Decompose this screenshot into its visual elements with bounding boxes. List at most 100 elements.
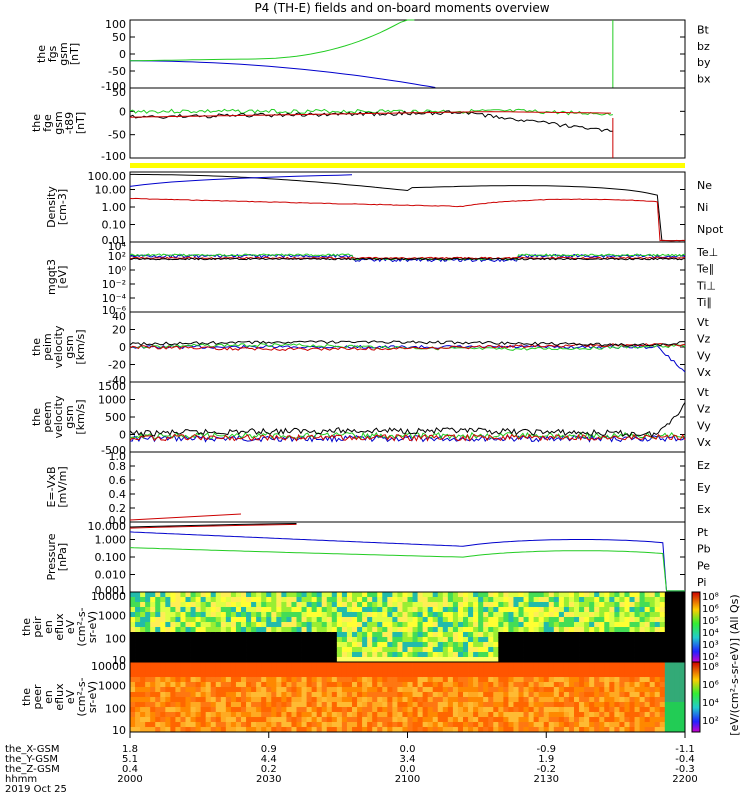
spectro-cell [402, 637, 408, 643]
spectro-cell [190, 597, 196, 603]
spectro-cell [382, 677, 388, 683]
spectro-cell [311, 632, 318, 638]
spectro-cell [659, 612, 666, 618]
spectro-cell [463, 672, 469, 678]
spectro-cell [483, 712, 489, 718]
spectro-cell [679, 667, 686, 673]
spectro-cell [432, 627, 439, 633]
spectro-cell [422, 617, 429, 623]
spectro-cell [246, 712, 252, 718]
spectro-cell [185, 612, 191, 618]
spectro-cell [256, 627, 262, 633]
spectro-cell [518, 672, 524, 678]
spectro-cell [669, 622, 676, 628]
spectro-cell [311, 607, 318, 613]
spectro-cell [397, 622, 403, 628]
spectro-cell [523, 652, 529, 658]
spectro-cell [135, 597, 141, 603]
spectro-cell [266, 712, 272, 718]
spectro-cell [463, 622, 469, 628]
spectro-cell [246, 702, 252, 708]
spectro-cell [230, 727, 237, 733]
spectro-cell [301, 687, 307, 693]
y-axis-label: the [20, 618, 33, 636]
spectro-cell [321, 692, 328, 698]
spectro-cell [629, 692, 635, 698]
spectro-cell [422, 602, 429, 608]
spectro-cell [185, 722, 191, 728]
spectro-cell [584, 667, 590, 673]
spectro-cell [503, 627, 509, 633]
spectro-cell [266, 617, 272, 623]
spectro-cell [563, 597, 570, 603]
x-row-value: 0.0 [400, 764, 416, 775]
spectro-cell [654, 697, 661, 703]
spectro-cell [130, 662, 136, 668]
spectro-cell [579, 597, 585, 603]
spectro-cell [427, 697, 434, 703]
spectro-cell [538, 682, 545, 688]
spectro-cell [427, 667, 434, 673]
spectro-cell [301, 652, 307, 658]
ni-line [130, 173, 685, 242]
spectro-cell [135, 682, 141, 688]
spectro-cell [513, 662, 519, 668]
spectro-cell [225, 657, 232, 663]
spectro-cell [488, 662, 494, 668]
spectro-cell [553, 642, 560, 648]
spectro-cell [488, 592, 494, 598]
spectro-cell [427, 632, 434, 638]
x-row-value: 0.4 [122, 764, 138, 775]
spectro-cell [629, 657, 635, 663]
spectro-cell [291, 692, 297, 698]
spectro-cell [155, 672, 161, 678]
spectro-cell [463, 652, 469, 658]
spectro-cell [241, 612, 247, 618]
spectro-cell [140, 707, 146, 713]
spectro-cell [503, 622, 509, 628]
spectro-cell [649, 652, 656, 658]
spectro-cell [140, 602, 146, 608]
y-tick-label: -50 [108, 129, 126, 142]
spectro-cell [316, 712, 323, 718]
spectro-cell [200, 627, 207, 633]
spectro-cell [205, 672, 212, 678]
spectro-cell [543, 612, 550, 618]
spectro-cell [463, 697, 469, 703]
spectro-cell [372, 692, 378, 698]
spectro-cell [140, 612, 146, 618]
spectro-cell [473, 622, 479, 628]
spectro-cell [336, 607, 343, 613]
spectro-cell [629, 727, 635, 733]
spectro-cell [407, 687, 413, 693]
spectro-cell [341, 607, 348, 613]
spectro-cell [382, 632, 388, 638]
spectro-cell [180, 632, 186, 638]
spectro-cell [624, 682, 630, 688]
spectro-cell [145, 602, 151, 608]
spectro-cell [468, 627, 474, 633]
spectro-cell [352, 627, 358, 633]
spectro-cell [306, 722, 313, 728]
spectro-cell [382, 712, 388, 718]
spectro-cell [220, 627, 227, 633]
spectro-cell [523, 672, 529, 678]
spectro-cell [160, 722, 166, 728]
spectro-cell [543, 682, 550, 688]
spectro-cell [437, 612, 444, 618]
spectro-cell [357, 667, 363, 673]
spectro-cell [352, 602, 358, 608]
spectro-cell [649, 682, 656, 688]
spectro-cell [402, 667, 408, 673]
spectro-cell [241, 682, 247, 688]
spectro-cell [392, 662, 398, 668]
spectro-cell [185, 682, 191, 688]
spectro-cell [392, 617, 398, 623]
spectro-cell [190, 647, 196, 653]
spectro-cell [543, 627, 550, 633]
spectro-cell [230, 702, 237, 708]
spectro-cell [160, 692, 166, 698]
spectro-cell [170, 697, 176, 703]
spectro-cell [165, 637, 171, 643]
spectro-cell [533, 592, 540, 598]
